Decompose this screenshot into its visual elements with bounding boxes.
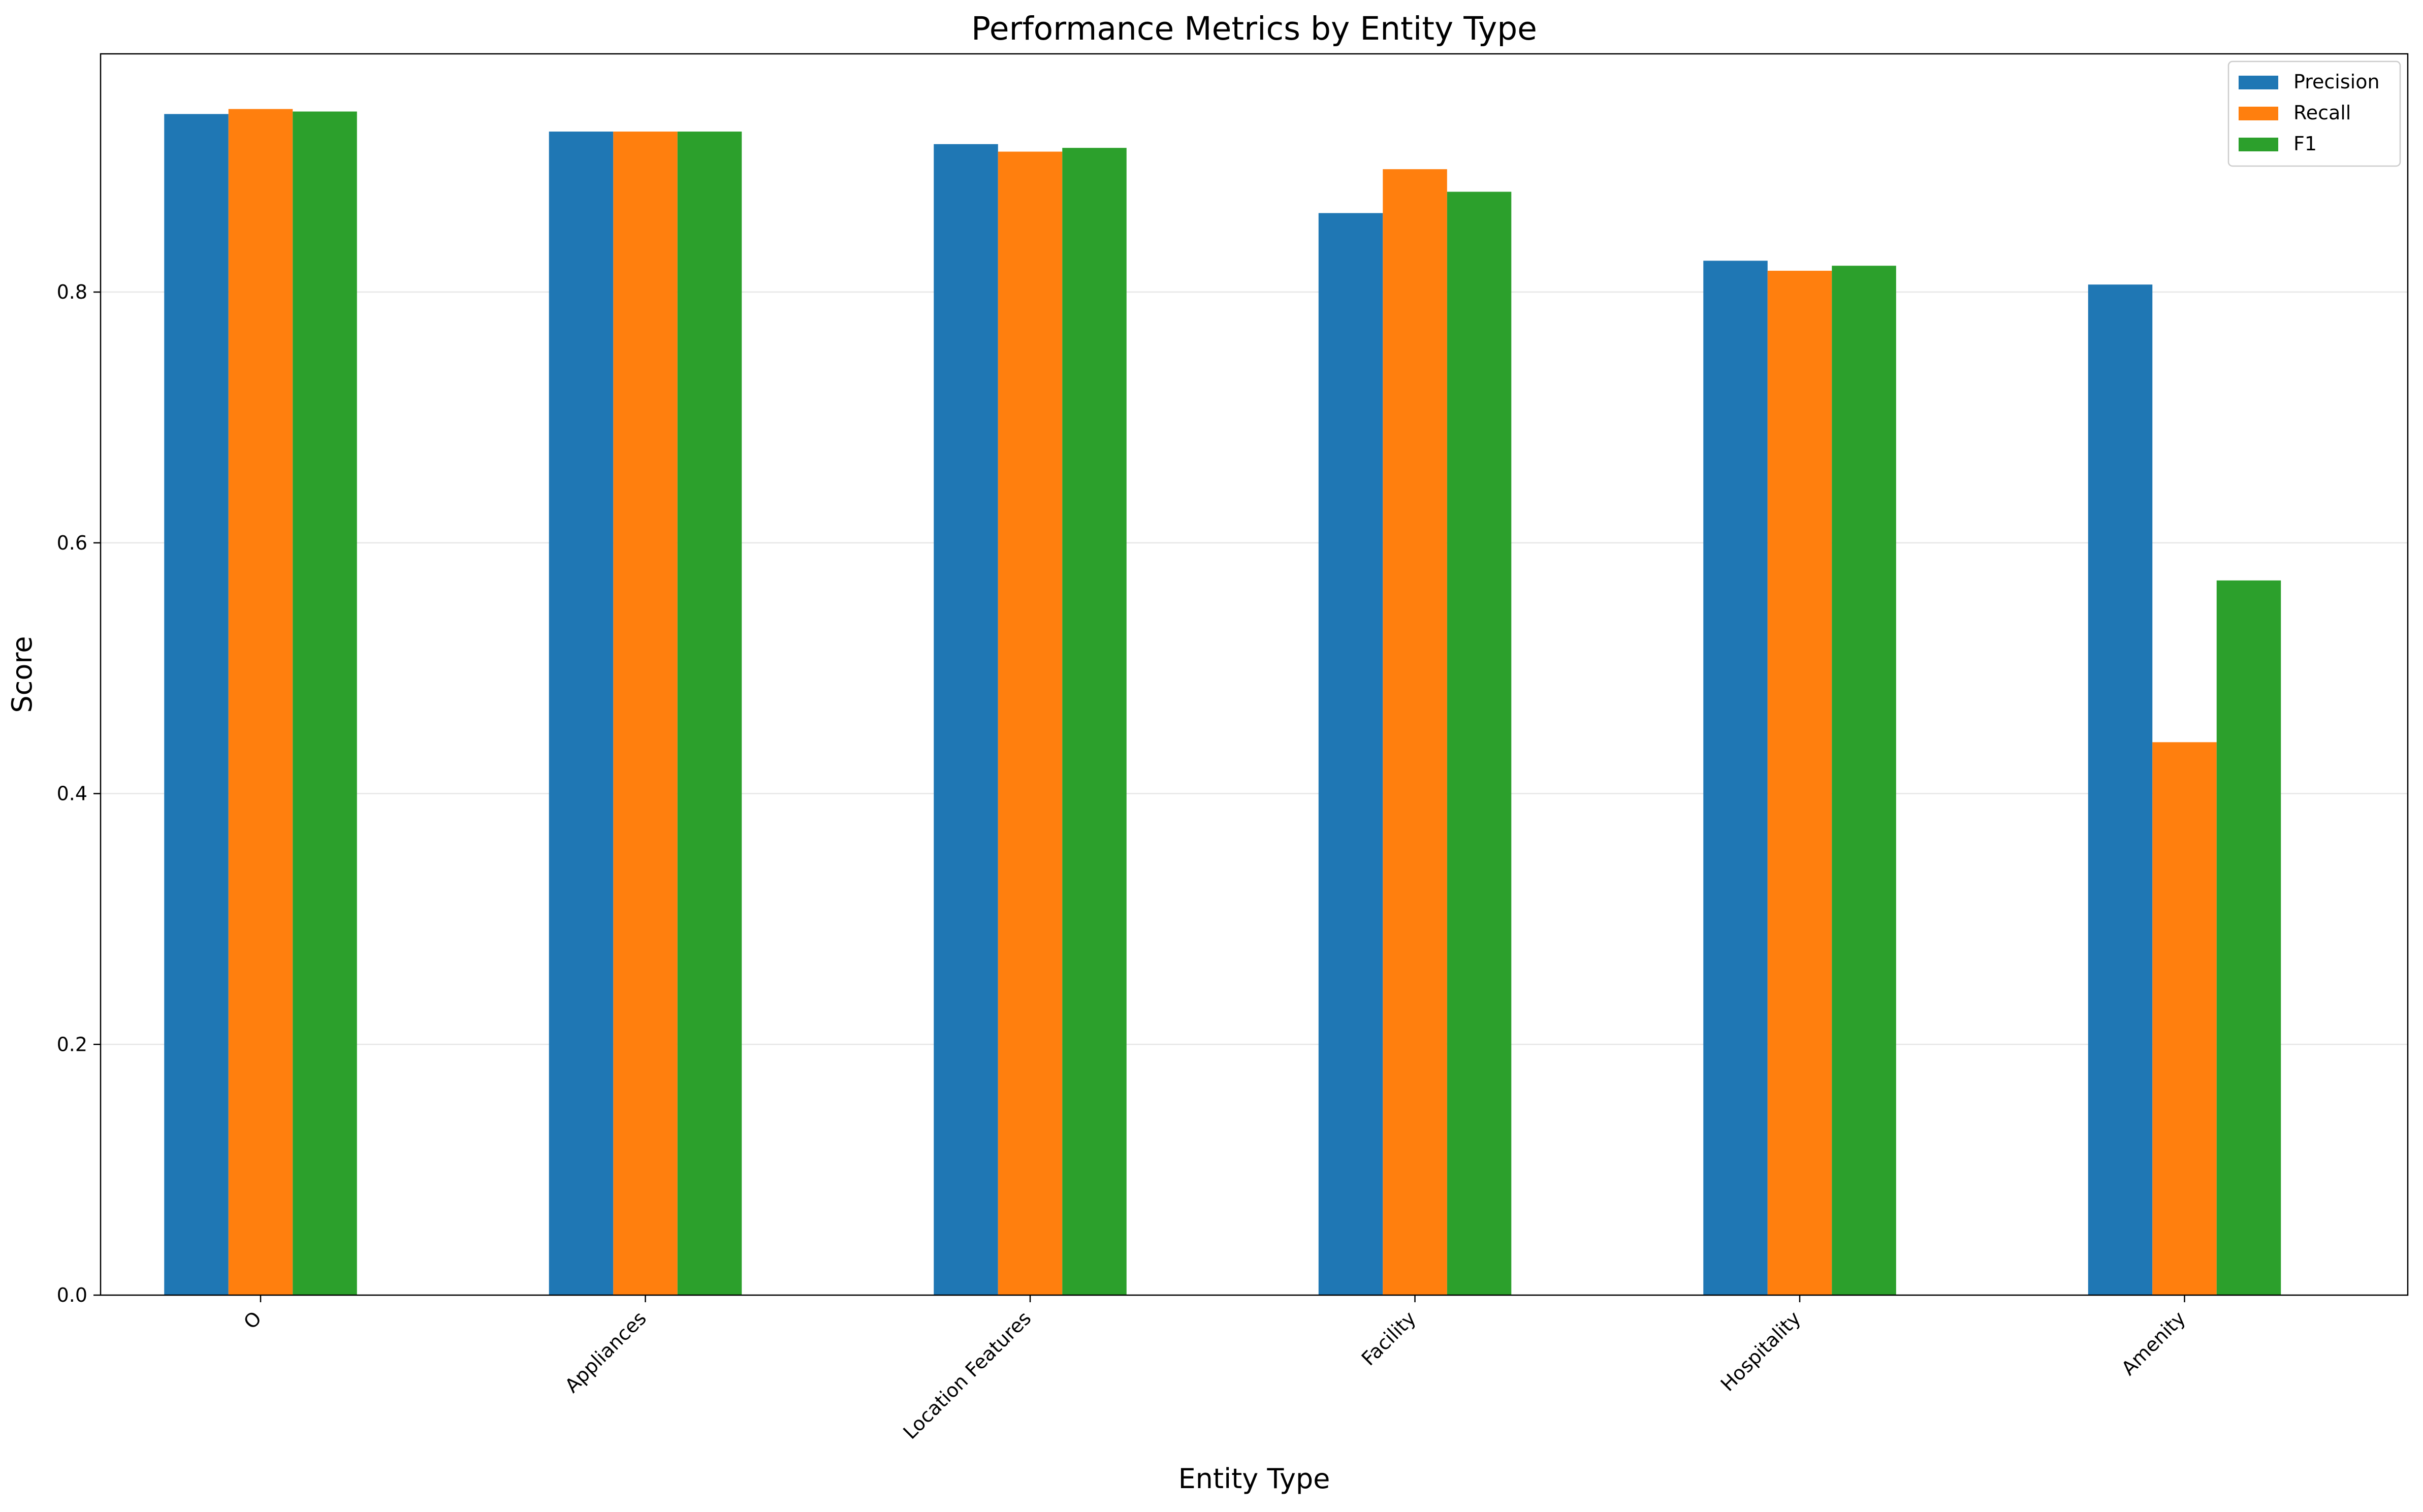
y-axis-ticks: 0.0 0.2 0.4 0.6 0.8 <box>57 281 101 1306</box>
y-tick-label: 0.4 <box>57 783 87 805</box>
bar-f1-o <box>293 111 357 1296</box>
bar-recall-amenity <box>2152 742 2217 1295</box>
bar-f1-location-features <box>1062 148 1127 1295</box>
x-axis-label: Entity Type <box>1178 1463 1330 1495</box>
bar-precision-facility <box>1318 213 1383 1296</box>
bar-f1-facility <box>1447 191 1512 1295</box>
legend-swatch-precision <box>2239 76 2278 89</box>
bar-precision-o <box>164 114 229 1295</box>
legend-label-recall: Recall <box>2293 102 2351 124</box>
bar-f1-appliances <box>677 132 742 1295</box>
bar-recall-hospitality <box>1767 271 1832 1296</box>
bar-precision-amenity <box>2088 284 2153 1295</box>
y-tick-label: 0.2 <box>57 1033 87 1055</box>
y-tick-label: 0.8 <box>57 281 87 303</box>
bar-precision-hospitality <box>1703 261 1768 1296</box>
bars <box>164 109 2281 1296</box>
bar-recall-appliances <box>613 132 678 1295</box>
bar-recall-facility <box>1383 169 1447 1296</box>
legend-swatch-recall <box>2239 107 2278 120</box>
axes-frame <box>100 53 2409 1296</box>
bar-f1-hospitality <box>1832 266 1896 1296</box>
bar-recall-o <box>228 109 293 1295</box>
bar-precision-appliances <box>549 132 614 1295</box>
legend-label-f1: F1 <box>2293 133 2317 155</box>
chart-title: Performance Metrics by Entity Type <box>971 10 1537 47</box>
y-axis-label: Score <box>6 636 38 713</box>
legend-label-precision: Precision <box>2293 71 2380 93</box>
bar-f1-amenity <box>2216 580 2281 1295</box>
legend: Precision Recall F1 <box>2227 60 2401 167</box>
legend-swatch-f1 <box>2239 138 2278 151</box>
bar-precision-location-features <box>934 144 998 1296</box>
y-tick-label: 0.0 <box>57 1284 87 1306</box>
y-tick-label: 0.6 <box>57 532 87 554</box>
bar-recall-location-features <box>998 151 1063 1295</box>
